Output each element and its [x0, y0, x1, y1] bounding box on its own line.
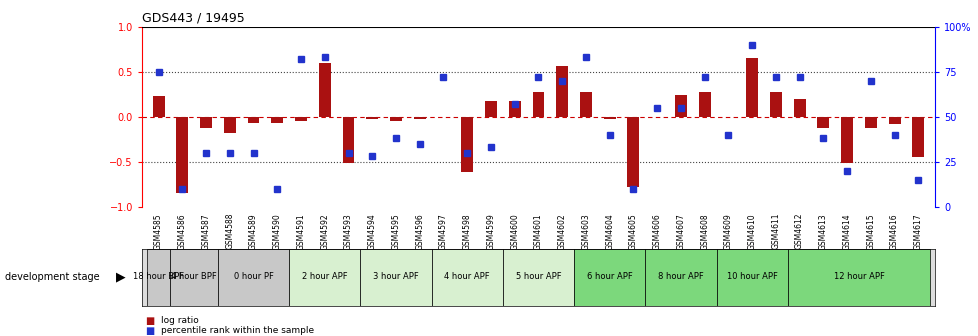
Bar	[745, 58, 757, 117]
Bar	[200, 117, 212, 128]
Text: development stage: development stage	[5, 272, 100, 282]
Text: ■: ■	[145, 316, 154, 326]
Bar	[509, 100, 520, 117]
Bar	[674, 95, 687, 117]
Text: 0 hour PF: 0 hour PF	[234, 271, 273, 281]
Bar	[645, 249, 716, 306]
Text: ▶: ▶	[115, 271, 125, 284]
Text: log ratio: log ratio	[160, 317, 199, 325]
Bar	[556, 66, 567, 117]
Bar	[247, 117, 259, 123]
Bar	[532, 92, 544, 117]
Text: 8 hour APF: 8 hour APF	[657, 271, 703, 281]
Bar	[461, 117, 472, 172]
Bar	[817, 117, 828, 128]
Bar	[840, 117, 852, 164]
Bar	[319, 63, 331, 117]
Bar	[888, 117, 900, 124]
Bar	[627, 117, 639, 187]
Bar	[431, 249, 503, 306]
Bar	[271, 117, 283, 123]
Bar	[342, 117, 354, 164]
Bar	[218, 249, 289, 306]
Text: ■: ■	[145, 326, 154, 336]
Bar	[389, 117, 402, 121]
Bar	[176, 117, 188, 193]
Bar	[147, 249, 170, 306]
Bar	[153, 96, 164, 117]
Bar	[294, 117, 307, 121]
Bar	[573, 249, 645, 306]
Text: 5 hour APF: 5 hour APF	[515, 271, 560, 281]
Bar	[224, 117, 236, 133]
Bar	[414, 117, 425, 119]
Text: 6 hour APF: 6 hour APF	[586, 271, 632, 281]
Bar	[716, 249, 787, 306]
Bar	[366, 117, 378, 119]
Bar	[698, 92, 710, 117]
Bar	[170, 249, 218, 306]
Text: percentile rank within the sample: percentile rank within the sample	[160, 327, 313, 335]
Text: 4 hour BPF: 4 hour BPF	[171, 271, 217, 281]
Text: 2 hour APF: 2 hour APF	[301, 271, 347, 281]
Bar	[864, 117, 876, 128]
Bar	[793, 99, 805, 117]
Bar	[503, 249, 573, 306]
Bar	[360, 249, 431, 306]
Bar	[911, 117, 923, 157]
Text: GDS443 / 19495: GDS443 / 19495	[142, 11, 244, 24]
Text: 10 hour APF: 10 hour APF	[726, 271, 777, 281]
Text: 12 hour APF: 12 hour APF	[832, 271, 883, 281]
Text: 3 hour APF: 3 hour APF	[373, 271, 419, 281]
Bar	[579, 92, 592, 117]
Text: 18 hour BPF: 18 hour BPF	[133, 271, 184, 281]
Bar	[769, 92, 781, 117]
Bar	[289, 249, 360, 306]
Bar	[484, 101, 497, 117]
Bar	[603, 117, 615, 120]
Bar	[787, 249, 929, 306]
Text: 4 hour APF: 4 hour APF	[444, 271, 490, 281]
